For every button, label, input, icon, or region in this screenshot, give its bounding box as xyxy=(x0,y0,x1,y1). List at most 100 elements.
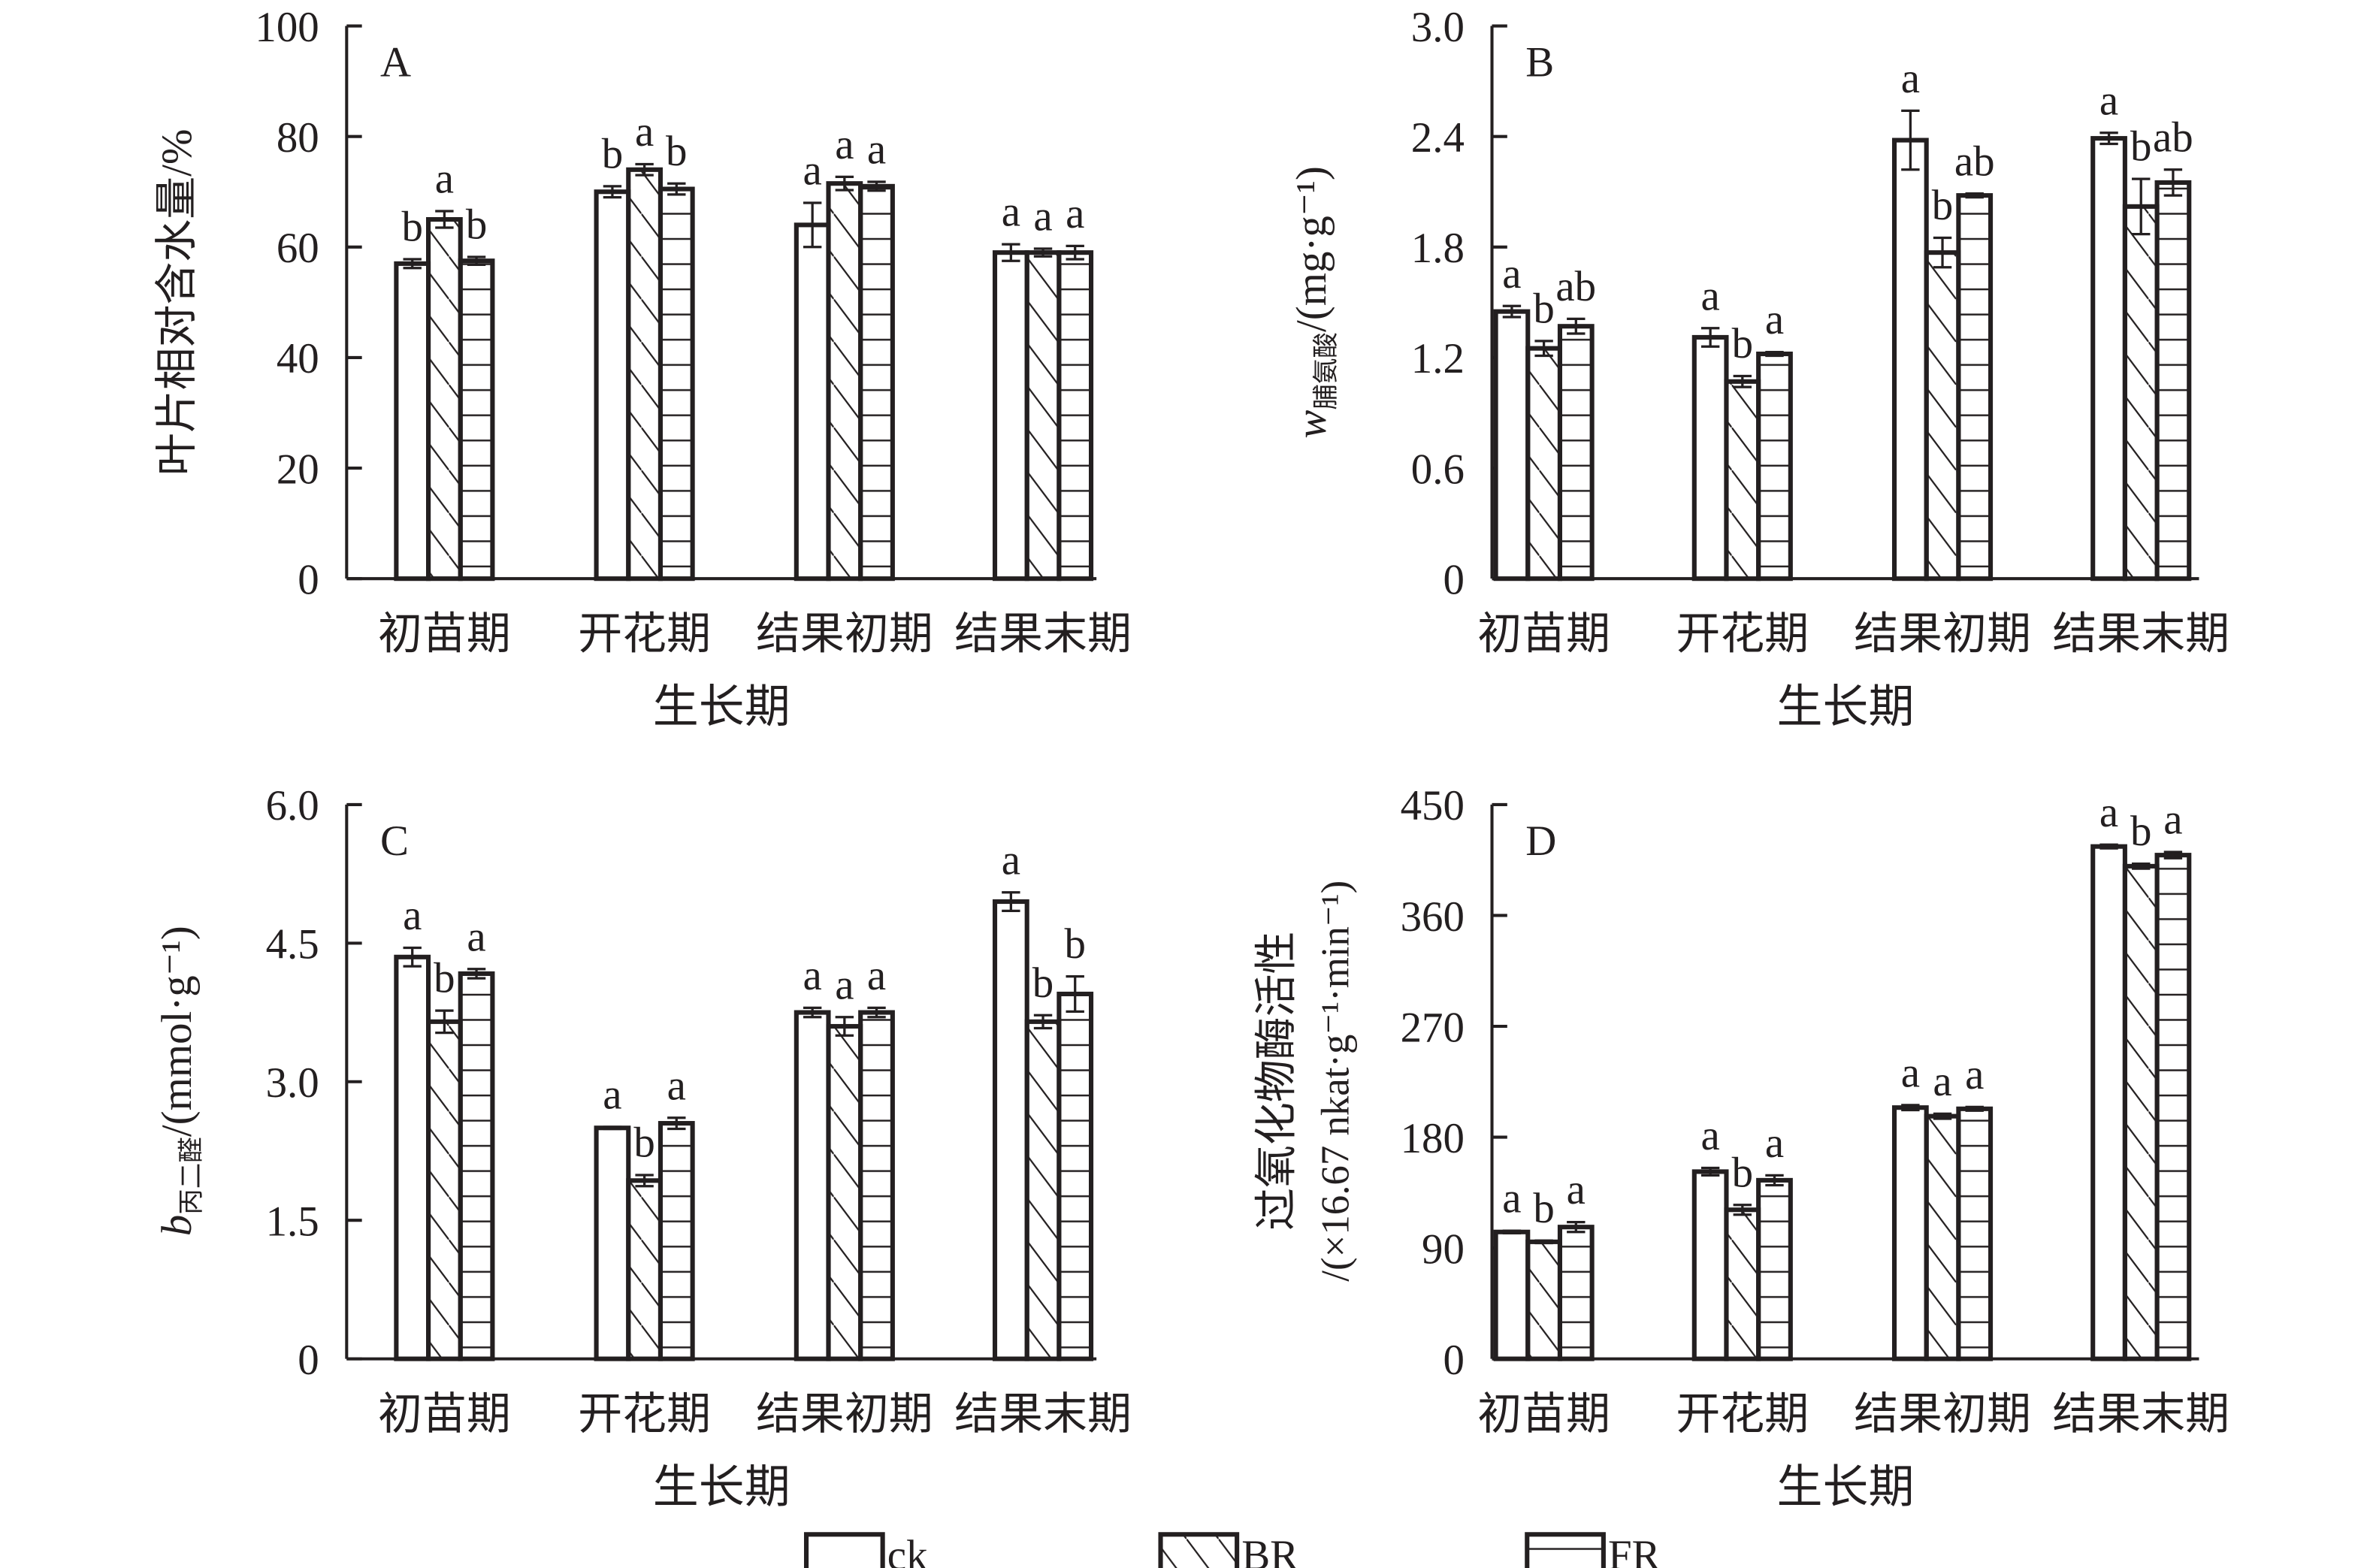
bar-fr xyxy=(1557,324,1595,582)
y-axis-title: b丙二醛/(mmol·g⁻¹) xyxy=(153,926,206,1236)
y-tick-label: 1.5 xyxy=(266,1198,319,1246)
y-tick-label: 3.0 xyxy=(266,1059,319,1107)
significance-letter: a xyxy=(403,892,422,939)
significance-letter: b xyxy=(1032,959,1054,1007)
x-tick-label: 结果初期 xyxy=(1854,609,2031,659)
bar-ck xyxy=(1891,137,1929,582)
significance-letter: a xyxy=(635,108,654,156)
significance-letter: a xyxy=(835,961,854,1008)
y-tick-label: 1.2 xyxy=(1411,335,1465,382)
bar-ck xyxy=(1691,1169,1729,1361)
error-bar xyxy=(635,162,654,177)
significance-letter: b xyxy=(401,204,422,251)
legend-item-ck: ck xyxy=(803,1532,928,1568)
error-bar xyxy=(1002,243,1020,262)
bar-br xyxy=(1024,1019,1062,1361)
bar-fr xyxy=(458,971,495,1361)
error-bar xyxy=(1700,327,1720,348)
error-bar xyxy=(1965,192,1984,199)
y-tick-label: 450 xyxy=(1401,782,1465,829)
error-bar xyxy=(1733,1204,1752,1216)
error-bar xyxy=(1733,374,1752,388)
significance-letter: b xyxy=(633,1119,654,1167)
y-tick-label: 60 xyxy=(277,225,319,272)
y-tick-label: 6.0 xyxy=(266,782,319,829)
significance-letter: a xyxy=(667,1062,686,1109)
legend-swatch xyxy=(803,1532,885,1568)
y-axis-title-main: b xyxy=(153,1215,201,1236)
bar-br xyxy=(1724,379,1761,582)
x-tick-label: 初苗期 xyxy=(378,609,511,659)
bar-ck xyxy=(992,250,1029,582)
panel-label: A xyxy=(380,39,411,86)
y-axis-title: 过氧化物酶活性 xyxy=(1253,932,1300,1231)
significance-letter: a xyxy=(867,952,886,999)
significance-letter: b xyxy=(1732,320,1753,367)
legend-label: FR xyxy=(1608,1532,1661,1568)
error-bar xyxy=(1066,974,1084,1013)
significance-letter: b xyxy=(666,128,687,175)
y-axis-title-sub: 脯氨酸 xyxy=(1312,332,1341,410)
bar-fr xyxy=(658,1121,695,1361)
significance-letter: a xyxy=(2163,796,2182,844)
bar-ck xyxy=(992,899,1029,1361)
bar-ck xyxy=(794,222,831,582)
error-bar xyxy=(403,258,422,270)
significance-letter: ab xyxy=(2153,113,2193,161)
significance-letter: a xyxy=(2099,789,2118,836)
error-bar xyxy=(1901,109,1920,171)
bar-br xyxy=(626,167,663,582)
error-bar xyxy=(2099,843,2118,850)
significance-letter: a xyxy=(435,156,454,203)
significance-letter: a xyxy=(1502,1175,1521,1222)
significance-letter: a xyxy=(2099,77,2118,124)
y-tick-label: 0 xyxy=(1443,557,1464,604)
panel-label: B xyxy=(1525,39,1554,86)
error-bar xyxy=(835,1016,854,1037)
y-tick-label: 0 xyxy=(298,557,319,604)
significance-letter: a xyxy=(1033,193,1052,240)
error-bar xyxy=(635,1174,654,1188)
y-axis-title-unit: /(mmol·g⁻¹) xyxy=(153,926,201,1137)
bar-br xyxy=(1924,1113,1961,1361)
x-tick-label: 结果初期 xyxy=(756,1389,933,1439)
bar-ck xyxy=(394,954,431,1361)
bar-fr xyxy=(1756,351,1793,582)
bar-br xyxy=(626,1178,663,1361)
bar-br xyxy=(1525,346,1562,582)
bar-fr xyxy=(2154,180,2192,582)
bar-br xyxy=(826,1023,863,1361)
error-bar xyxy=(867,180,886,192)
significance-letter: a xyxy=(1066,190,1084,237)
bar-ck xyxy=(1493,1229,1531,1361)
error-bar xyxy=(803,201,822,249)
x-axis-title: 生长期 xyxy=(1777,682,1915,733)
error-bar xyxy=(1033,247,1053,258)
significance-letter: a xyxy=(803,952,822,999)
significance-letter: a xyxy=(603,1071,621,1119)
bar-fr xyxy=(1956,193,1994,582)
y-tick-label: 0 xyxy=(298,1337,319,1384)
error-bar xyxy=(467,968,486,980)
bar-fr xyxy=(1057,250,1094,582)
bar-br xyxy=(2122,204,2160,582)
significance-letter: a xyxy=(1765,1119,1784,1167)
error-bar xyxy=(1765,350,1784,358)
x-tick-label: 开花期 xyxy=(578,1389,711,1439)
y-axis-title: w脯氨酸/(mg·g⁻¹) xyxy=(1288,166,1341,438)
bar-ck xyxy=(394,261,431,582)
y-axis-title-main: w xyxy=(1288,410,1335,439)
error-bar xyxy=(835,175,854,192)
x-tick-label: 初苗期 xyxy=(1477,1389,1610,1439)
error-bar xyxy=(1534,340,1553,358)
bar-fr xyxy=(1756,1177,1793,1361)
bar-br xyxy=(826,181,863,582)
bar-ck xyxy=(594,189,631,582)
error-bar xyxy=(867,1006,886,1019)
y-tick-label: 1.8 xyxy=(1411,225,1465,272)
y-axis-title-main: 叶片相对含水量/% xyxy=(153,129,201,476)
y-tick-label: 20 xyxy=(277,446,319,493)
